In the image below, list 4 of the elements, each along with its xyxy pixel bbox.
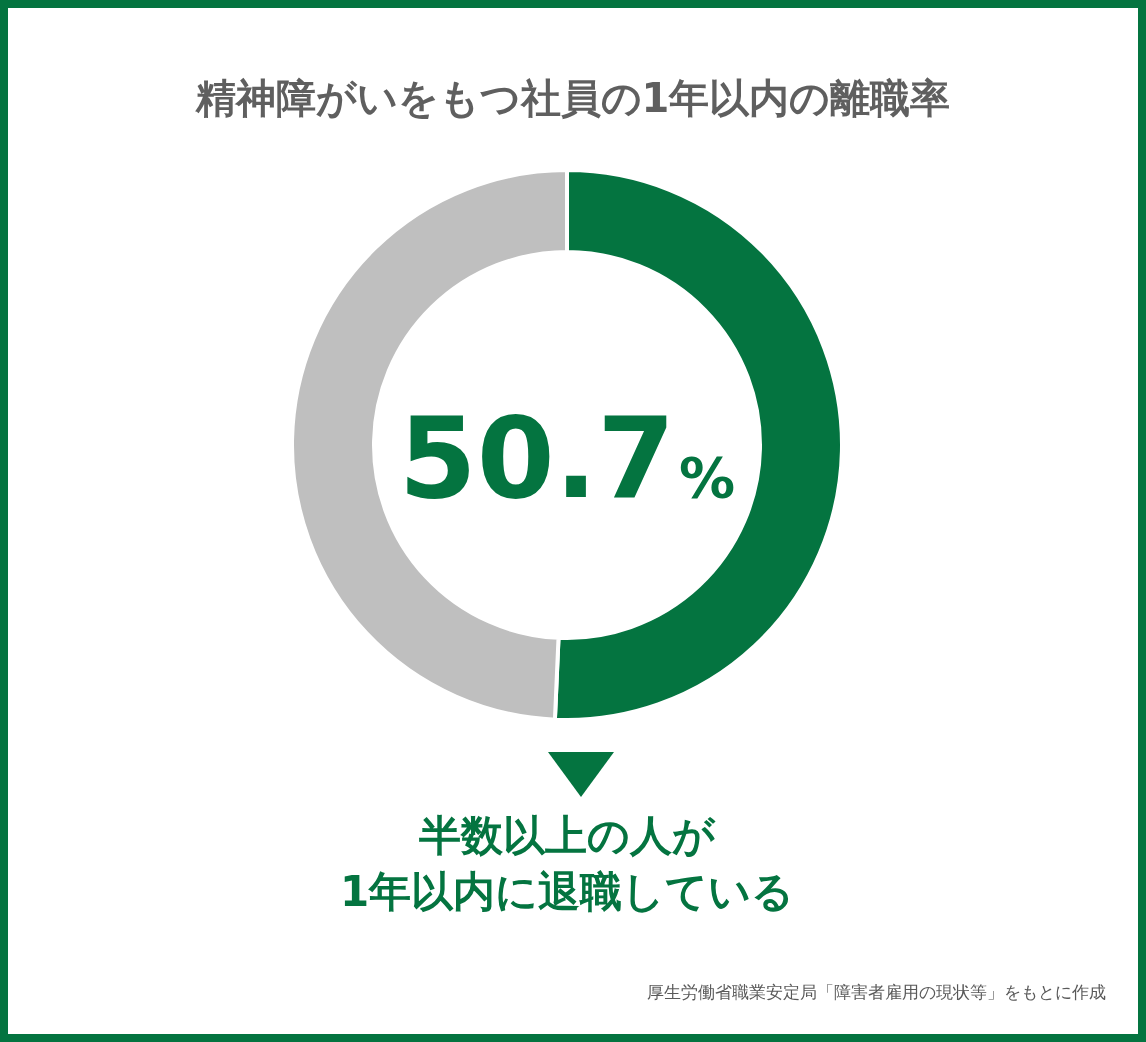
text: 半数以上の人が 1年以内に退職している bbox=[339, 811, 795, 916]
chart-title: 精神障がいをもつ社員の1年以内の離職率 bbox=[194, 75, 951, 121]
text: 厚生労働省職業安定局「障害者雇用の現状等」をもとに作成 bbox=[647, 982, 1106, 1002]
data-label: 50.7% bbox=[398, 393, 736, 523]
